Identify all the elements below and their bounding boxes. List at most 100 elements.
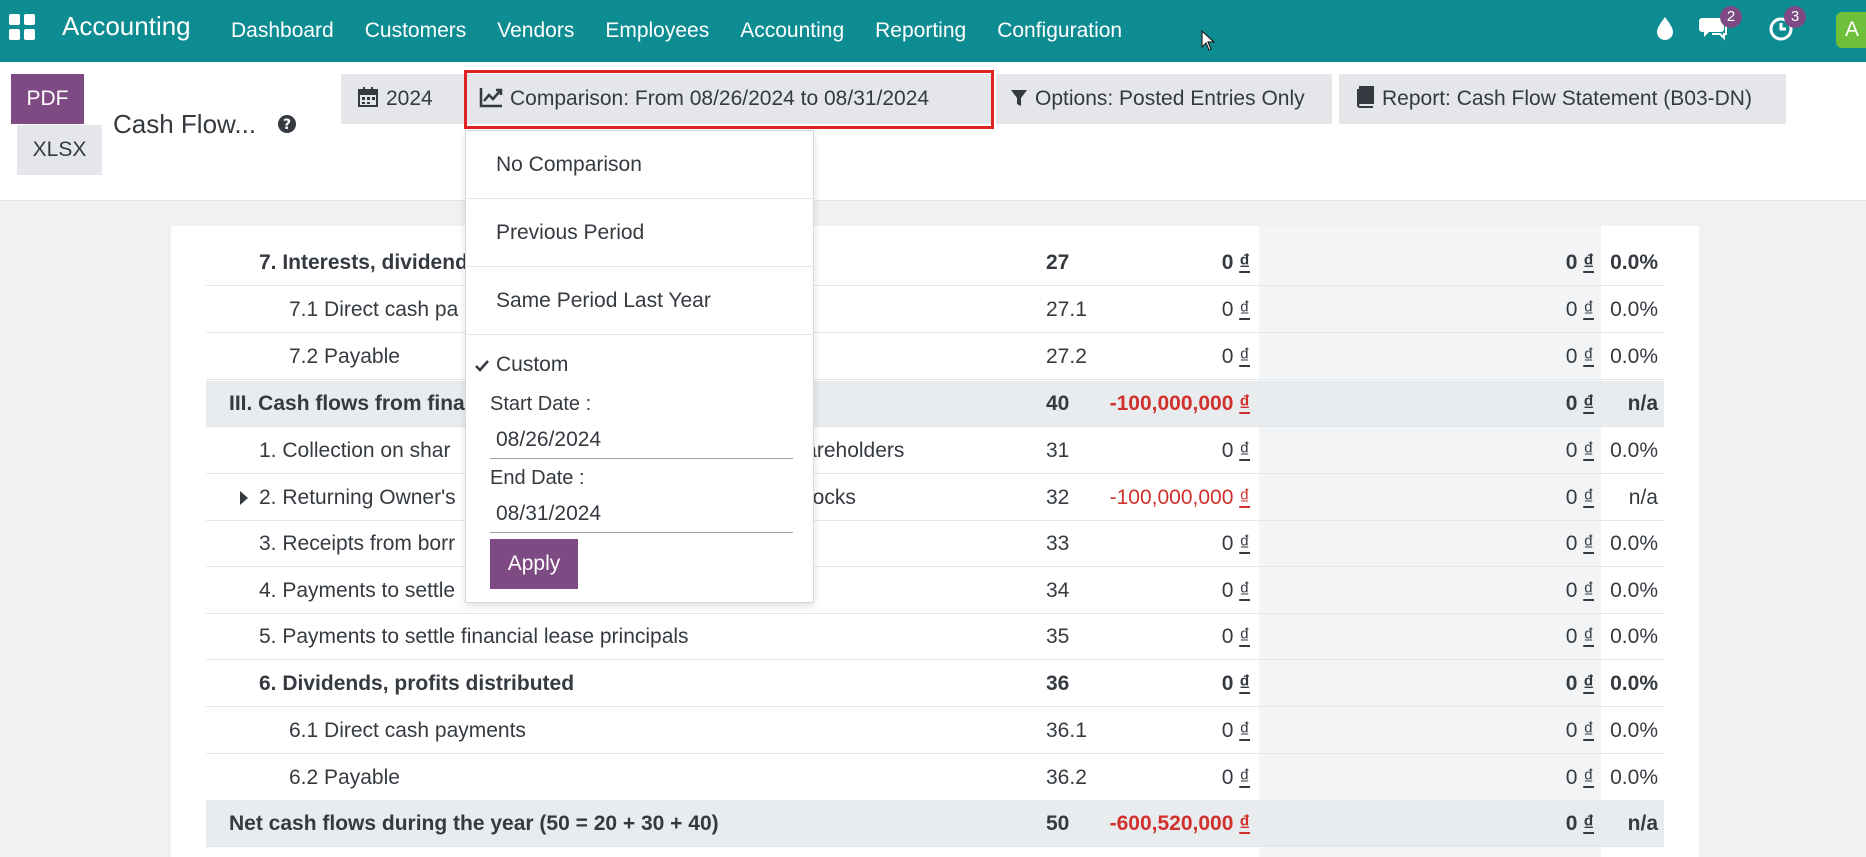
table-row[interactable]: 4. Payments to settle 34 0 ₫ 0 ₫ 0.0% xyxy=(206,568,1664,614)
row-pct: 0.0% xyxy=(1610,298,1658,321)
table-row[interactable]: 6.1 Direct cash payments 36.1 0 ₫ 0 ₫ 0.… xyxy=(206,708,1664,754)
row-compare[interactable]: 0 ₫ xyxy=(1565,251,1594,274)
row-amount[interactable]: 0 ₫ xyxy=(1221,532,1250,555)
row-code: 36 xyxy=(1046,672,1070,695)
row-label: 6.1 Direct cash payments xyxy=(289,719,526,742)
row-compare[interactable]: 0 ₫ xyxy=(1565,625,1594,648)
row-amount[interactable]: 0 ₫ xyxy=(1221,345,1250,368)
apply-button[interactable]: Apply xyxy=(490,539,578,589)
row-amount[interactable]: 0 ₫ xyxy=(1221,625,1250,648)
calendar-icon xyxy=(358,87,378,107)
row-compare[interactable]: 0 ₫ xyxy=(1565,672,1594,695)
row-pct: 0.0% xyxy=(1610,251,1658,274)
user-avatar[interactable]: A xyxy=(1836,12,1866,48)
water-drop-icon[interactable] xyxy=(1655,15,1675,41)
row-amount[interactable]: 0 ₫ xyxy=(1221,719,1250,742)
table-row[interactable]: 7. Interests, dividend 27 0 ₫ 0 ₫ 0.0% xyxy=(206,240,1664,286)
row-code: 27.1 xyxy=(1046,298,1087,321)
row-compare[interactable]: 0 ₫ xyxy=(1565,486,1594,509)
menu-customers[interactable]: Customers xyxy=(364,19,467,42)
option-previous-period[interactable]: Previous Period xyxy=(466,199,813,267)
row-amount[interactable]: 0 ₫ xyxy=(1221,439,1250,462)
row-compare[interactable]: 0 ₫ xyxy=(1565,532,1594,555)
clock-icon xyxy=(1769,17,1793,41)
table-row[interactable]: 6.2 Payable 36.2 0 ₫ 0 ₫ 0.0% xyxy=(206,755,1664,801)
xlsx-button[interactable]: XLSX xyxy=(17,125,102,175)
table-row[interactable]: 5. Payments to settle financial lease pr… xyxy=(206,614,1664,660)
row-compare[interactable]: 0 ₫ xyxy=(1565,392,1594,415)
table-section-row[interactable]: III. Cash flows from fina 40 -100,000,00… xyxy=(206,381,1664,427)
book-icon xyxy=(1357,86,1374,108)
row-label: 7.2 Payable xyxy=(289,345,400,368)
row-compare[interactable]: 0 ₫ xyxy=(1565,719,1594,742)
table-section-row[interactable]: Net cash flows during the year (50 = 20 … xyxy=(206,801,1664,847)
row-compare[interactable]: 0 ₫ xyxy=(1565,579,1594,602)
menu-configuration[interactable]: Configuration xyxy=(997,19,1123,42)
table-row[interactable]: 6. Dividends, profits distributed 36 0 ₫… xyxy=(206,661,1664,707)
main-menu: Dashboard Customers Vendors Employees Ac… xyxy=(231,0,1153,62)
pdf-button[interactable]: PDF xyxy=(11,74,84,124)
row-amount[interactable]: -100,000,000 ₫ xyxy=(1109,486,1250,509)
table-row[interactable]: 3. Receipts from borr 33 0 ₫ 0 ₫ 0.0% xyxy=(206,521,1664,567)
menu-accounting[interactable]: Accounting xyxy=(740,19,845,42)
row-code: 40 xyxy=(1046,392,1070,415)
svg-text:?: ? xyxy=(283,117,291,133)
row-amount[interactable]: 0 ₫ xyxy=(1221,251,1250,274)
row-code: 27 xyxy=(1046,251,1070,274)
options-filter-button[interactable]: Options: Posted Entries Only xyxy=(996,74,1332,124)
option-same-period-last-year[interactable]: Same Period Last Year xyxy=(466,267,813,335)
menu-employees[interactable]: Employees xyxy=(605,19,710,42)
apps-menu-icon[interactable] xyxy=(9,14,35,40)
menu-reporting[interactable]: Reporting xyxy=(875,19,967,42)
row-amount[interactable]: 0 ₫ xyxy=(1221,579,1250,602)
activities-button[interactable]: 3 xyxy=(1767,6,1806,47)
messages-button[interactable]: 2 xyxy=(1699,6,1742,47)
date-filter-label: 2024 xyxy=(386,87,433,110)
row-amount[interactable]: 0 ₫ xyxy=(1221,766,1250,789)
chat-icon xyxy=(1699,18,1727,41)
report-filter-button[interactable]: Report: Cash Flow Statement (B03-DN) xyxy=(1339,74,1786,124)
help-icon[interactable]: ? xyxy=(277,114,297,134)
row-compare[interactable]: 0 ₫ xyxy=(1565,298,1594,321)
date-filter-button[interactable]: 2024 xyxy=(341,74,464,124)
row-code: 36.2 xyxy=(1046,766,1087,789)
row-amount[interactable]: -100,000,000 ₫ xyxy=(1109,392,1250,415)
comparison-filter-button[interactable]: Comparison: From 08/26/2024 to 08/31/202… xyxy=(467,74,991,124)
row-code: 36.1 xyxy=(1046,719,1087,742)
app-brand[interactable]: Accounting xyxy=(62,11,191,41)
option-custom[interactable]: Custom xyxy=(496,353,569,376)
options-filter-label: Options: Posted Entries Only xyxy=(1035,87,1305,110)
mouse-cursor-icon xyxy=(1201,30,1215,51)
row-label: 6. Dividends, profits distributed xyxy=(259,672,575,695)
row-compare[interactable]: 0 ₫ xyxy=(1565,345,1594,368)
row-pct: 0.0% xyxy=(1610,579,1658,602)
row-compare[interactable]: 0 ₫ xyxy=(1565,812,1594,835)
start-date-input[interactable] xyxy=(490,421,793,459)
row-pct: n/a xyxy=(1627,392,1658,415)
row-pct: 0.0% xyxy=(1610,439,1658,462)
table-row[interactable]: 7.1 Direct cash pa 27.1 0 ₫ 0 ₫ 0.0% xyxy=(206,287,1664,333)
table-row[interactable]: 7.2 Payable 27.2 0 ₫ 0 ₫ 0.0% xyxy=(206,334,1664,380)
comparison-filter-label: Comparison: From 08/26/2024 to 08/31/202… xyxy=(510,87,930,110)
option-no-comparison[interactable]: No Comparison xyxy=(466,131,813,199)
row-label: Net cash flows during the year (50 = 20 … xyxy=(229,812,719,835)
row-code: 31 xyxy=(1046,439,1070,462)
expand-caret-icon[interactable] xyxy=(240,491,248,505)
page-title: Cash Flow... xyxy=(113,109,257,139)
row-compare[interactable]: 0 ₫ xyxy=(1565,439,1594,462)
table-row[interactable]: 2. Returning Owner's asury Stocks 32 -10… xyxy=(206,475,1664,521)
end-date-input[interactable] xyxy=(490,495,793,533)
row-compare[interactable]: 0 ₫ xyxy=(1565,766,1594,789)
row-pct: n/a xyxy=(1628,486,1658,509)
comparison-dropdown: No Comparison Previous Period Same Perio… xyxy=(465,130,814,603)
row-amount[interactable]: 0 ₫ xyxy=(1221,672,1250,695)
row-amount[interactable]: -600,520,000 ₫ xyxy=(1109,812,1250,835)
menu-vendors[interactable]: Vendors xyxy=(497,19,575,42)
comparison-column-bg xyxy=(1259,226,1601,857)
row-pct: 0.0% xyxy=(1610,532,1658,555)
table-row[interactable]: 1. Collection on shar s from shareholder… xyxy=(206,428,1664,474)
menu-dashboard[interactable]: Dashboard xyxy=(231,19,334,42)
row-code: 34 xyxy=(1046,579,1070,602)
row-code: 35 xyxy=(1046,625,1070,648)
row-amount[interactable]: 0 ₫ xyxy=(1221,298,1250,321)
